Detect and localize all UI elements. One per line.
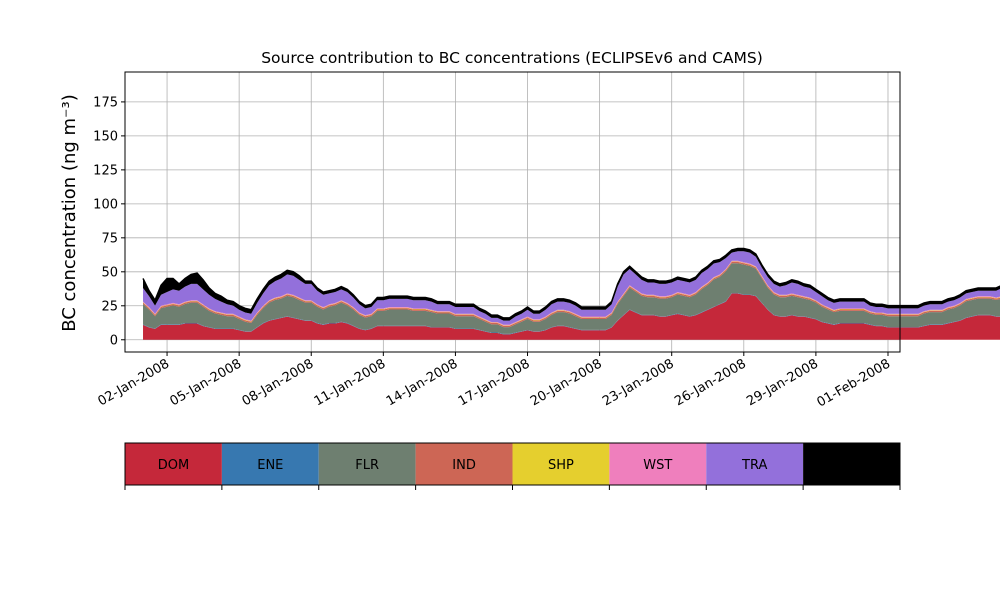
- legend-label-flr: FLR: [355, 458, 379, 473]
- legend-swatch-tra: [706, 443, 804, 485]
- legend-swatch-dom: [125, 443, 222, 485]
- y-tick-label: 25: [101, 299, 118, 314]
- legend-colorbar: DOM ENE FLR IND SHP WST TRA BB: [124, 442, 901, 490]
- total-outline: [142, 247, 1000, 319]
- legend-swatch-flr: [318, 443, 416, 485]
- legend-label-tra: TRA: [741, 458, 767, 473]
- legend-swatch-wst: [609, 443, 707, 485]
- y-tick-label: 150: [93, 129, 118, 144]
- legend-label-ene: ENE: [257, 458, 283, 473]
- legend-label-wst: WST: [643, 458, 672, 473]
- legend-frame: [124, 442, 901, 486]
- area-flr: [143, 263, 1000, 334]
- y-tick-label: 75: [101, 231, 118, 246]
- area-tra: [143, 251, 1000, 325]
- chart-title: Source contribution to BC concentrations…: [261, 49, 763, 67]
- area-dom: [143, 293, 1000, 340]
- legend-label-ind: IND: [452, 458, 476, 473]
- y-axis-label: BC concentration (ng m⁻³): [59, 94, 80, 332]
- legend-label-dom: DOM: [158, 458, 189, 473]
- legend-swatch-ind: [415, 443, 513, 485]
- area-shp: [143, 261, 1000, 326]
- area-ind: [143, 261, 1000, 328]
- legend-label-bb: BB: [843, 458, 861, 473]
- y-tick-label: 175: [93, 95, 118, 110]
- legend-label-shp: SHP: [548, 458, 574, 473]
- plot-frame: [124, 71, 901, 353]
- area-wst: [143, 260, 1000, 326]
- legend-swatch-ene: [221, 443, 319, 485]
- legend-swatch-shp: [512, 443, 610, 485]
- y-axis-ticks: 0 25 50 75 100 125 150 175: [93, 95, 125, 348]
- y-tick-label: 0: [110, 333, 118, 348]
- stacked-area-series: [142, 247, 1000, 340]
- y-tick-label: 100: [93, 197, 118, 212]
- legend-swatch-bb: [803, 443, 900, 485]
- y-tick-label: 50: [101, 265, 118, 280]
- y-tick-label: 125: [93, 163, 118, 178]
